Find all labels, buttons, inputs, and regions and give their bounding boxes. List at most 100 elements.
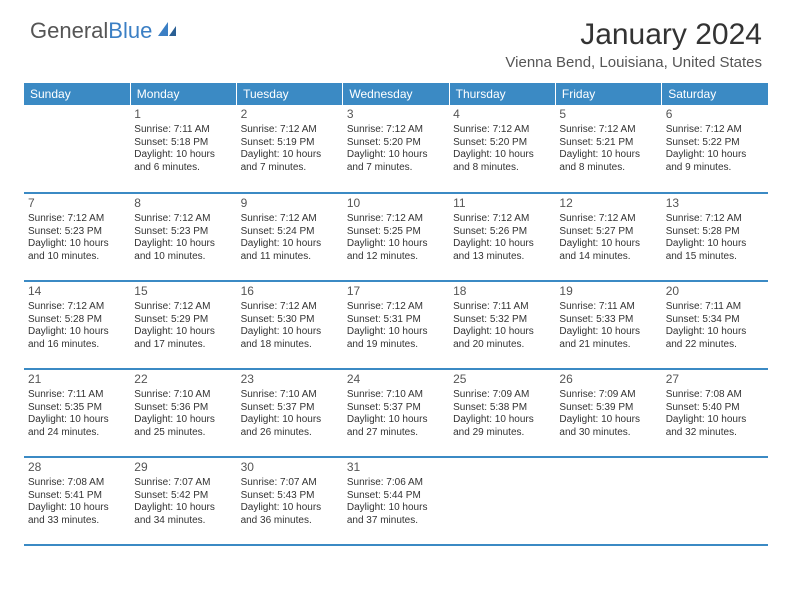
daylight-line: Daylight: 10 hours and 18 minutes. (241, 326, 339, 351)
day-number: 28 (28, 460, 126, 475)
sunset-line: Sunset: 5:38 PM (453, 402, 551, 415)
sunset-line: Sunset: 5:28 PM (28, 314, 126, 327)
daylight-line: Daylight: 10 hours and 24 minutes. (28, 414, 126, 439)
daylight-line: Daylight: 10 hours and 22 minutes. (666, 326, 764, 351)
calendar-day-cell: 20Sunrise: 7:11 AMSunset: 5:34 PMDayligh… (662, 281, 768, 369)
day-number: 22 (134, 372, 232, 387)
calendar-day-cell: 16Sunrise: 7:12 AMSunset: 5:30 PMDayligh… (237, 281, 343, 369)
month-title: January 2024 (505, 18, 762, 52)
daylight-line: Daylight: 10 hours and 10 minutes. (28, 238, 126, 263)
sunset-line: Sunset: 5:27 PM (559, 226, 657, 239)
day-number: 9 (241, 196, 339, 211)
day-number: 21 (28, 372, 126, 387)
day-header: Tuesday (237, 83, 343, 105)
calendar-day-cell: 22Sunrise: 7:10 AMSunset: 5:36 PMDayligh… (130, 369, 236, 457)
day-number: 5 (559, 107, 657, 122)
daylight-line: Daylight: 10 hours and 12 minutes. (347, 238, 445, 263)
daylight-line: Daylight: 10 hours and 13 minutes. (453, 238, 551, 263)
calendar-day-cell: 8Sunrise: 7:12 AMSunset: 5:23 PMDaylight… (130, 193, 236, 281)
calendar-day-cell: 2Sunrise: 7:12 AMSunset: 5:19 PMDaylight… (237, 105, 343, 193)
calendar-day-cell (449, 457, 555, 545)
daylight-line: Daylight: 10 hours and 16 minutes. (28, 326, 126, 351)
sunset-line: Sunset: 5:18 PM (134, 137, 232, 150)
calendar-week-row: 1Sunrise: 7:11 AMSunset: 5:18 PMDaylight… (24, 105, 768, 193)
sunset-line: Sunset: 5:23 PM (134, 226, 232, 239)
daylight-line: Daylight: 10 hours and 21 minutes. (559, 326, 657, 351)
sunrise-line: Sunrise: 7:06 AM (347, 477, 445, 490)
day-header: Monday (130, 83, 236, 105)
sunset-line: Sunset: 5:37 PM (347, 402, 445, 415)
day-number: 8 (134, 196, 232, 211)
calendar-day-cell: 9Sunrise: 7:12 AMSunset: 5:24 PMDaylight… (237, 193, 343, 281)
day-number: 25 (453, 372, 551, 387)
sunrise-line: Sunrise: 7:10 AM (347, 389, 445, 402)
sunrise-line: Sunrise: 7:12 AM (28, 213, 126, 226)
sunset-line: Sunset: 5:22 PM (666, 137, 764, 150)
daylight-line: Daylight: 10 hours and 9 minutes. (666, 149, 764, 174)
sunset-line: Sunset: 5:37 PM (241, 402, 339, 415)
sunset-line: Sunset: 5:41 PM (28, 490, 126, 503)
daylight-line: Daylight: 10 hours and 8 minutes. (453, 149, 551, 174)
day-header: Thursday (449, 83, 555, 105)
day-header: Saturday (662, 83, 768, 105)
day-number: 27 (666, 372, 764, 387)
sunset-line: Sunset: 5:28 PM (666, 226, 764, 239)
calendar-day-cell: 25Sunrise: 7:09 AMSunset: 5:38 PMDayligh… (449, 369, 555, 457)
sunset-line: Sunset: 5:43 PM (241, 490, 339, 503)
logo-text-gray: General (30, 18, 108, 43)
sunrise-line: Sunrise: 7:12 AM (347, 124, 445, 137)
calendar-day-cell: 27Sunrise: 7:08 AMSunset: 5:40 PMDayligh… (662, 369, 768, 457)
sunrise-line: Sunrise: 7:12 AM (241, 301, 339, 314)
sunset-line: Sunset: 5:26 PM (453, 226, 551, 239)
sunset-line: Sunset: 5:21 PM (559, 137, 657, 150)
sunset-line: Sunset: 5:20 PM (453, 137, 551, 150)
day-number: 30 (241, 460, 339, 475)
calendar-day-cell: 5Sunrise: 7:12 AMSunset: 5:21 PMDaylight… (555, 105, 661, 193)
sunrise-line: Sunrise: 7:10 AM (134, 389, 232, 402)
day-number: 2 (241, 107, 339, 122)
sunset-line: Sunset: 5:23 PM (28, 226, 126, 239)
calendar-day-cell: 18Sunrise: 7:11 AMSunset: 5:32 PMDayligh… (449, 281, 555, 369)
day-number: 19 (559, 284, 657, 299)
calendar-day-cell: 6Sunrise: 7:12 AMSunset: 5:22 PMDaylight… (662, 105, 768, 193)
sunrise-line: Sunrise: 7:11 AM (28, 389, 126, 402)
sunset-line: Sunset: 5:19 PM (241, 137, 339, 150)
logo-text-blue: Blue (108, 18, 152, 43)
sunrise-line: Sunrise: 7:12 AM (347, 213, 445, 226)
day-number: 7 (28, 196, 126, 211)
daylight-line: Daylight: 10 hours and 36 minutes. (241, 502, 339, 527)
calendar-day-cell: 7 Sunrise: 7:12 AMSunset: 5:23 PMDaylight… (24, 193, 130, 281)
sunrise-line: Sunrise: 7:11 AM (453, 301, 551, 314)
sunrise-line: Sunrise: 7:09 AM (559, 389, 657, 402)
day-header: Sunday (24, 83, 130, 105)
sail-icon (156, 20, 178, 43)
calendar-day-cell: 23Sunrise: 7:10 AMSunset: 5:37 PMDayligh… (237, 369, 343, 457)
sunrise-line: Sunrise: 7:12 AM (134, 301, 232, 314)
sunset-line: Sunset: 5:36 PM (134, 402, 232, 415)
daylight-line: Daylight: 10 hours and 6 minutes. (134, 149, 232, 174)
calendar-day-cell: 15Sunrise: 7:12 AMSunset: 5:29 PMDayligh… (130, 281, 236, 369)
daylight-line: Daylight: 10 hours and 34 minutes. (134, 502, 232, 527)
sunrise-line: Sunrise: 7:12 AM (666, 124, 764, 137)
calendar-day-cell: 26Sunrise: 7:09 AMSunset: 5:39 PMDayligh… (555, 369, 661, 457)
day-number: 16 (241, 284, 339, 299)
sunrise-line: Sunrise: 7:12 AM (453, 124, 551, 137)
calendar-day-cell: 24Sunrise: 7:10 AMSunset: 5:37 PMDayligh… (343, 369, 449, 457)
sunrise-line: Sunrise: 7:12 AM (134, 213, 232, 226)
day-number: 3 (347, 107, 445, 122)
daylight-line: Daylight: 10 hours and 29 minutes. (453, 414, 551, 439)
calendar-week-row: 28Sunrise: 7:08 AMSunset: 5:41 PMDayligh… (24, 457, 768, 545)
sunrise-line: Sunrise: 7:11 AM (666, 301, 764, 314)
day-number: 31 (347, 460, 445, 475)
day-header: Wednesday (343, 83, 449, 105)
sunrise-line: Sunrise: 7:12 AM (28, 301, 126, 314)
location-text: Vienna Bend, Louisiana, United States (505, 54, 762, 71)
sunrise-line: Sunrise: 7:11 AM (134, 124, 232, 137)
daylight-line: Daylight: 10 hours and 30 minutes. (559, 414, 657, 439)
calendar-day-cell: 31Sunrise: 7:06 AMSunset: 5:44 PMDayligh… (343, 457, 449, 545)
sunset-line: Sunset: 5:44 PM (347, 490, 445, 503)
sunset-line: Sunset: 5:33 PM (559, 314, 657, 327)
day-number: 15 (134, 284, 232, 299)
calendar-day-cell: 28Sunrise: 7:08 AMSunset: 5:41 PMDayligh… (24, 457, 130, 545)
day-number: 10 (347, 196, 445, 211)
